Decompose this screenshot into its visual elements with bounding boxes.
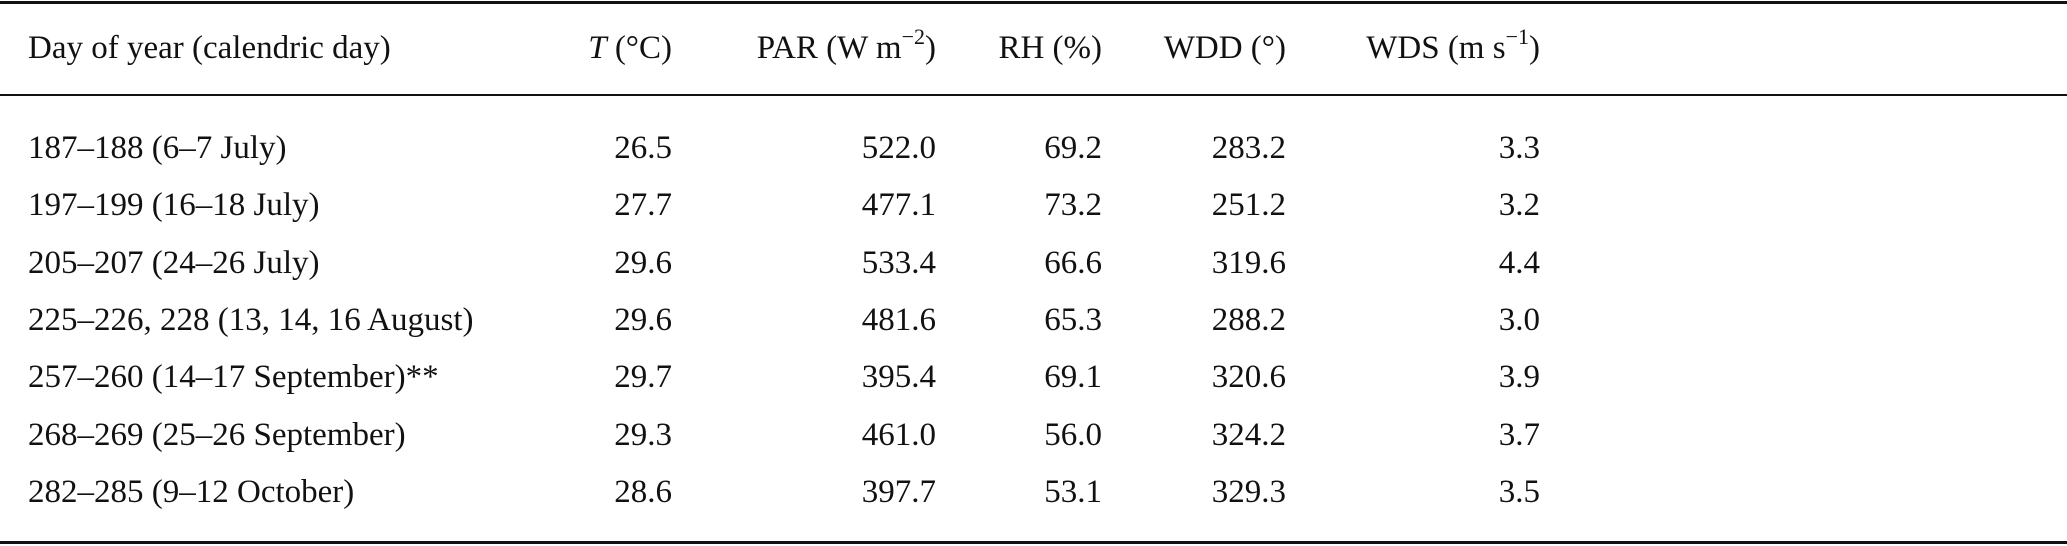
cell-rh: 53.1 xyxy=(1044,473,1102,510)
cell-wdd: 329.3 xyxy=(1211,473,1286,510)
cell-rh: 69.1 xyxy=(1044,359,1102,396)
cell-par: 477.1 xyxy=(861,187,936,224)
cell-wds: 3.7 xyxy=(1498,416,1540,453)
cell-par: 522.0 xyxy=(861,130,936,166)
cell-day: 197–199 (16–18 July) xyxy=(28,187,320,224)
cell-t: 28.6 xyxy=(614,473,672,510)
cell-day: 282–285 (9–12 October) xyxy=(28,473,355,510)
cell-day: 257–260 (14–17 September)** xyxy=(28,359,439,396)
cell-rh: 66.6 xyxy=(1044,244,1102,281)
cell-par: 397.7 xyxy=(861,473,936,510)
cell-wds: 3.2 xyxy=(1498,187,1540,224)
header-par: PAR (W m−2) xyxy=(756,24,936,67)
cell-wds: 3.0 xyxy=(1498,301,1540,338)
cell-t: 29.6 xyxy=(614,244,672,281)
cell-day: 205–207 (24–26 July) xyxy=(28,244,320,281)
header-day: Day of year (calendric day) xyxy=(28,30,391,66)
cell-par: 395.4 xyxy=(861,359,936,396)
cell-t: 29.3 xyxy=(614,416,672,453)
cell-par: 461.0 xyxy=(861,416,936,453)
cell-wdd: 324.2 xyxy=(1211,416,1286,453)
cell-rh: 69.2 xyxy=(1044,130,1102,166)
cell-par: 481.6 xyxy=(861,301,936,338)
cell-wds: 3.3 xyxy=(1498,130,1540,166)
cell-wds: 3.9 xyxy=(1498,359,1540,396)
cell-day: 187–188 (6–7 July) xyxy=(28,130,287,166)
header-wds: WDS (m s−1) xyxy=(1366,24,1540,67)
cell-wdd: 320.6 xyxy=(1211,359,1286,396)
cell-wds: 3.5 xyxy=(1498,473,1540,510)
cell-wds: 4.4 xyxy=(1498,244,1540,281)
cell-par: 533.4 xyxy=(861,244,936,281)
header-rh: RH (%) xyxy=(998,30,1102,66)
cell-wdd: 283.2 xyxy=(1211,130,1286,166)
cell-wdd: 319.6 xyxy=(1211,244,1286,281)
cell-day: 268–269 (25–26 September) xyxy=(28,416,406,453)
header-rule xyxy=(0,94,2067,96)
bottom-rule xyxy=(0,541,2067,544)
cell-t: 27.7 xyxy=(614,187,672,224)
cell-wdd: 251.2 xyxy=(1211,187,1286,224)
cell-rh: 73.2 xyxy=(1044,187,1102,224)
header-temperature: T (°C) xyxy=(588,30,672,66)
cell-day: 225–226, 228 (13, 14, 16 August) xyxy=(28,301,474,338)
cell-rh: 56.0 xyxy=(1044,416,1102,453)
cell-t: 29.6 xyxy=(614,301,672,338)
top-rule xyxy=(0,1,2067,4)
cell-wdd: 288.2 xyxy=(1211,301,1286,338)
cell-t: 29.7 xyxy=(614,359,672,396)
cell-rh: 65.3 xyxy=(1044,301,1102,338)
header-wdd: WDD (°) xyxy=(1163,30,1286,66)
cell-t: 26.5 xyxy=(614,130,672,166)
